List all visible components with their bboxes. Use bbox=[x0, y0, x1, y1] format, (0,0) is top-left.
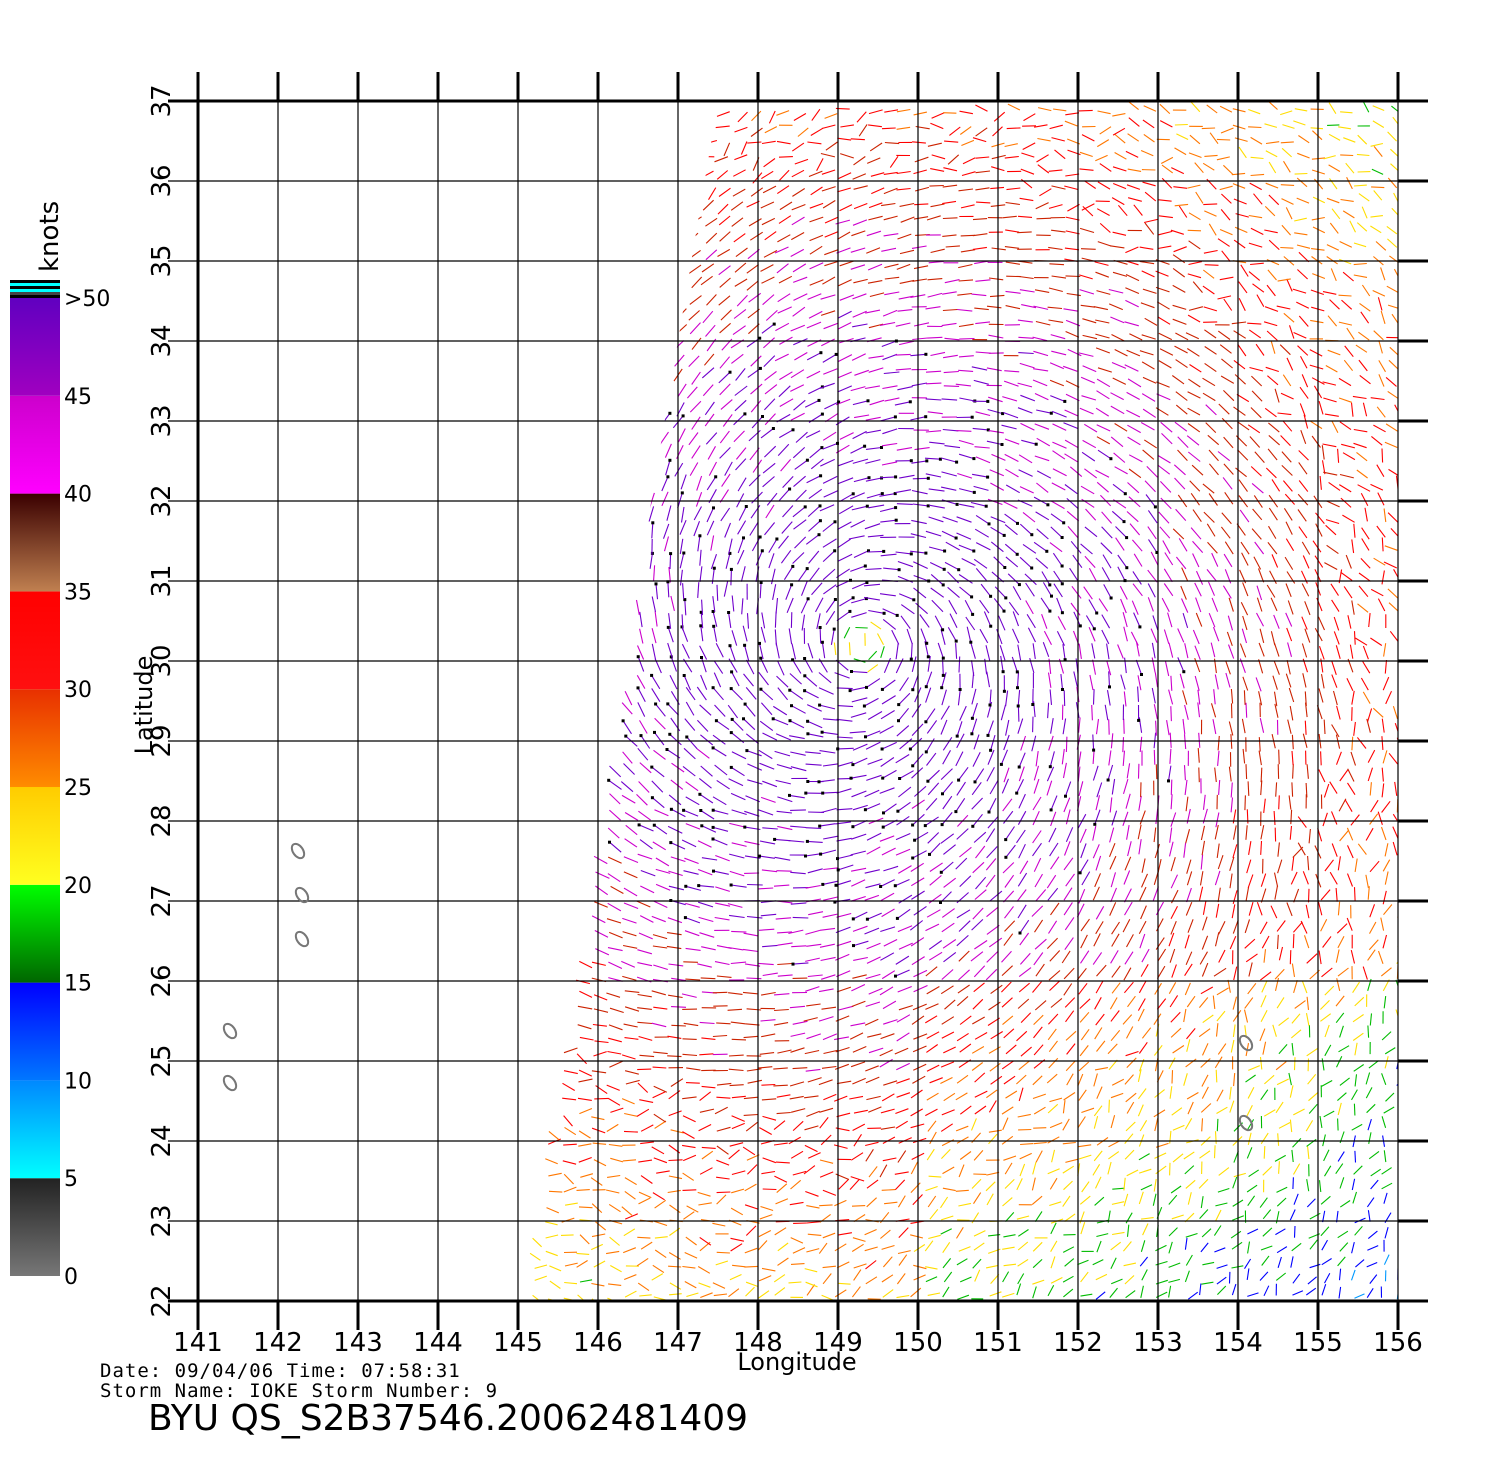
longitude-tick-label: 156 bbox=[1373, 1328, 1423, 1358]
latitude-tick-label: 34 bbox=[147, 324, 177, 357]
longitude-tick-label: 143 bbox=[333, 1328, 383, 1358]
longitude-tick-label: 153 bbox=[1133, 1328, 1183, 1358]
island-outline bbox=[222, 1074, 238, 1092]
date-time-line: Date: 09/04/06 Time: 07:58:31 bbox=[100, 1360, 461, 1382]
latitude-tick-label: 33 bbox=[147, 404, 177, 437]
latitude-tick-label: 27 bbox=[147, 884, 177, 917]
latitude-tick-label: 28 bbox=[147, 804, 177, 837]
longitude-tick-label: 150 bbox=[893, 1328, 943, 1358]
longitude-tick-label: 141 bbox=[173, 1328, 223, 1358]
longitude-tick-label: 144 bbox=[413, 1328, 463, 1358]
longitude-tick-label: 146 bbox=[573, 1328, 623, 1358]
colorbar-label: 10 bbox=[64, 1069, 92, 1094]
island-outline bbox=[1238, 1114, 1254, 1132]
latitude-tick-label: 32 bbox=[147, 484, 177, 517]
island-outline bbox=[294, 930, 310, 948]
lat-lon-grid bbox=[168, 72, 1428, 1330]
colorbar-label: 25 bbox=[64, 776, 92, 801]
colorbar-segment bbox=[10, 982, 60, 1081]
longitude-tick-label: 145 bbox=[493, 1328, 543, 1358]
colorbar-label: 15 bbox=[64, 972, 92, 997]
colorbar-segment bbox=[10, 1080, 60, 1179]
colorbar-top-stripe bbox=[10, 289, 60, 292]
colorbar-segment bbox=[10, 591, 60, 690]
island-outline bbox=[294, 886, 310, 904]
colorbar-top-stripe bbox=[10, 295, 60, 298]
x-axis-title: Longitude bbox=[737, 1348, 856, 1376]
y-axis-title: Latitude bbox=[130, 656, 158, 755]
island-outline bbox=[1238, 1034, 1254, 1052]
latitude-tick-label: 24 bbox=[147, 1124, 177, 1157]
latitude-tick-label: 25 bbox=[147, 1044, 177, 1077]
longitude-tick-labels: 141 142 143 144 145 146 147 148 149 150 151 152 153 1… bbox=[173, 1328, 1423, 1358]
colorbar-segment bbox=[10, 298, 60, 396]
colorbar-top-stripe bbox=[10, 286, 60, 289]
colorbar-label: 0 bbox=[64, 1265, 78, 1290]
colorbar-label: >50 bbox=[64, 287, 110, 312]
colorbar-label: 35 bbox=[64, 580, 92, 605]
colorbar-top-stripe bbox=[10, 292, 60, 295]
longitude-tick-label: 152 bbox=[1053, 1328, 1103, 1358]
island-outline bbox=[290, 842, 306, 860]
longitude-tick-label: 151 bbox=[973, 1328, 1023, 1358]
colorbar-segment bbox=[10, 884, 60, 983]
storm-info-line: Storm Name: IOKE Storm Number: 9 bbox=[100, 1380, 499, 1402]
colorbar-label: 20 bbox=[64, 874, 92, 899]
latitude-tick-label: 26 bbox=[147, 964, 177, 997]
colorbar-segment bbox=[10, 395, 60, 494]
longitude-tick-label: 155 bbox=[1293, 1328, 1343, 1358]
longitude-tick-label: 142 bbox=[253, 1328, 303, 1358]
product-id: BYU QS_S2B37546.20062481409 bbox=[148, 1398, 749, 1439]
colorbar-label: 5 bbox=[64, 1167, 78, 1192]
colorbar-label: 30 bbox=[64, 678, 92, 703]
colorbar-top-stripe bbox=[10, 280, 60, 283]
colorbar-label: 40 bbox=[64, 483, 92, 508]
colorbar-segment bbox=[10, 689, 60, 787]
longitude-tick-label: 149 bbox=[813, 1328, 863, 1358]
longitude-tick-label: 154 bbox=[1213, 1328, 1263, 1358]
colorbar: 0 5 10 15 20 25 30 35 40 45 >50 bbox=[10, 280, 110, 1290]
latitude-tick-label: 37 bbox=[147, 84, 177, 117]
latitude-tick-label: 22 bbox=[147, 1284, 177, 1317]
colorbar-segment bbox=[10, 493, 60, 592]
latitude-tick-label: 36 bbox=[147, 164, 177, 197]
colorbar-label: 45 bbox=[64, 385, 92, 410]
latitude-tick-label: 23 bbox=[147, 1204, 177, 1237]
island-outline bbox=[222, 1022, 238, 1040]
colorbar-segment bbox=[10, 787, 60, 885]
longitude-tick-label: 147 bbox=[653, 1328, 703, 1358]
colorbar-segment bbox=[10, 1178, 60, 1276]
wind-vector-field bbox=[529, 101, 1398, 1301]
latitude-tick-label: 31 bbox=[147, 564, 177, 597]
latitude-tick-label: 29 bbox=[147, 724, 177, 757]
latitude-tick-label: 30 bbox=[147, 644, 177, 677]
island-outlines bbox=[222, 842, 1254, 1132]
colorbar-unit-label: knots bbox=[35, 201, 65, 272]
latitude-tick-label: 35 bbox=[147, 244, 177, 277]
latitude-tick-labels: 22 23 24 25 26 27 28 29 30 31 32 33 34 35 36 37 bbox=[147, 84, 177, 1317]
wind-vector-swath bbox=[529, 101, 1398, 1301]
colorbar-top-stripe bbox=[10, 283, 60, 286]
longitude-tick-label: 148 bbox=[733, 1328, 783, 1358]
